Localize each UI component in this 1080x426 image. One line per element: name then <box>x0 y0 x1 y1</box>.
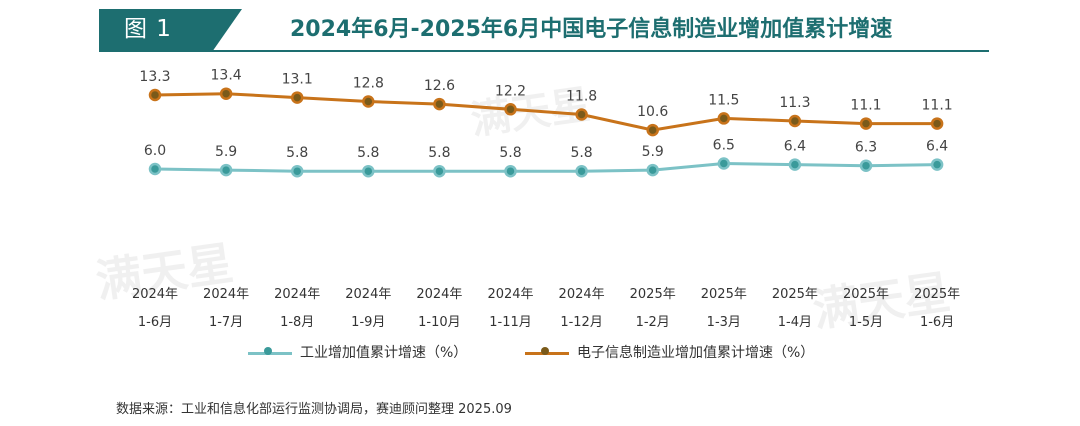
data-label-industry: 6.4 <box>926 139 948 155</box>
data-label-electronics: 11.3 <box>779 95 810 111</box>
data-point-industry <box>148 162 162 176</box>
data-point-industry <box>646 163 659 177</box>
x-tick-year: 2025年 <box>772 287 818 302</box>
x-tick-period: 1-4月 <box>778 315 812 330</box>
x-tick-year: 2024年 <box>416 287 462 302</box>
source-note: 数据来源：工业和信息化部运行监测协调局，赛迪顾问整理 2025.09 <box>116 402 512 417</box>
data-point-industry <box>788 158 802 171</box>
data-point-industry <box>219 163 233 177</box>
chart-title: 2024年6月-2025年6月中国电子信息制造业增加值累计增速 <box>290 17 893 42</box>
x-tick-year: 2024年 <box>559 287 605 302</box>
data-label-industry: 6.3 <box>855 140 877 156</box>
data-label-industry: 5.8 <box>428 145 450 161</box>
x-tick-year: 2025年 <box>701 287 747 302</box>
x-tick-period: 1-2月 <box>636 315 670 330</box>
data-point-electronics <box>148 88 162 102</box>
data-point-electronics <box>717 112 731 125</box>
data-label-industry: 6.4 <box>784 139 806 155</box>
data-label-industry: 5.8 <box>570 145 592 161</box>
data-point-electronics <box>219 87 233 100</box>
data-point-electronics <box>646 123 659 137</box>
data-point-electronics <box>504 103 517 116</box>
legend-label-electronics: 电子信息制造业增加值累计增速（%） <box>577 345 815 361</box>
legend-marker-industry <box>264 347 272 355</box>
x-tick-period: 1-8月 <box>280 315 314 330</box>
data-point-electronics <box>788 114 802 128</box>
x-tick-year: 2024年 <box>274 287 320 302</box>
data-point-electronics <box>575 108 588 121</box>
data-point-industry <box>433 164 446 178</box>
figure-label: 图 1 <box>124 16 172 42</box>
x-tick-year: 2024年 <box>132 287 178 302</box>
data-label-electronics: 13.3 <box>139 69 170 85</box>
data-label-industry: 6.0 <box>144 143 166 159</box>
x-tick-year: 2024年 <box>345 287 391 302</box>
data-label-industry: 6.5 <box>713 138 735 154</box>
data-label-electronics: 13.1 <box>282 72 313 88</box>
data-point-electronics <box>433 97 446 111</box>
legend-label-industry: 工业增加值累计增速（%） <box>300 345 468 361</box>
x-tick-period: 1-9月 <box>351 315 385 330</box>
title-underline <box>99 9 989 52</box>
data-point-industry <box>504 164 517 178</box>
data-point-electronics <box>290 91 304 104</box>
data-point-electronics <box>859 117 873 130</box>
data-point-industry <box>290 164 304 178</box>
data-label-electronics: 11.5 <box>708 92 739 108</box>
data-point-industry <box>717 157 731 170</box>
data-label-industry: 5.8 <box>357 145 379 161</box>
data-label-industry: 5.9 <box>215 144 237 160</box>
data-point-industry <box>930 158 944 171</box>
series-line-electronics <box>154 92 938 132</box>
data-label-industry: 5.8 <box>286 145 308 161</box>
data-point-industry <box>859 159 873 172</box>
data-label-electronics: 11.1 <box>850 98 881 114</box>
x-tick-year: 2025年 <box>843 287 889 302</box>
x-tick-period: 1-12月 <box>560 315 603 330</box>
x-tick-period: 1-7月 <box>209 315 243 330</box>
data-label-industry: 5.9 <box>642 144 664 160</box>
data-point-electronics <box>362 95 375 108</box>
data-label-electronics: 12.6 <box>424 78 455 94</box>
x-tick-period: 1-5月 <box>849 315 883 330</box>
x-tick-period: 1-6月 <box>138 315 172 330</box>
x-tick-period: 1-11月 <box>489 315 532 330</box>
data-point-industry <box>362 164 375 178</box>
data-point-industry <box>575 164 588 178</box>
x-tick-period: 1-6月 <box>920 315 954 330</box>
x-tick-year: 2024年 <box>203 287 249 302</box>
data-label-electronics: 10.6 <box>637 104 668 120</box>
data-point-electronics <box>930 117 944 130</box>
x-tick-year: 2025年 <box>630 287 676 302</box>
x-tick-year: 2024年 <box>487 287 533 302</box>
x-tick-period: 1-10月 <box>418 315 461 330</box>
x-tick-year: 2025年 <box>914 287 960 302</box>
series-line-industry <box>154 161 938 173</box>
x-tick-period: 1-3月 <box>707 315 741 330</box>
legend-marker-electronics <box>541 347 549 355</box>
data-label-electronics: 12.8 <box>353 76 384 92</box>
data-label-industry: 5.8 <box>499 145 521 161</box>
data-label-electronics: 11.8 <box>566 89 597 105</box>
data-label-electronics: 13.4 <box>211 68 242 84</box>
data-label-electronics: 12.2 <box>495 83 526 99</box>
data-label-electronics: 11.1 <box>922 98 953 114</box>
